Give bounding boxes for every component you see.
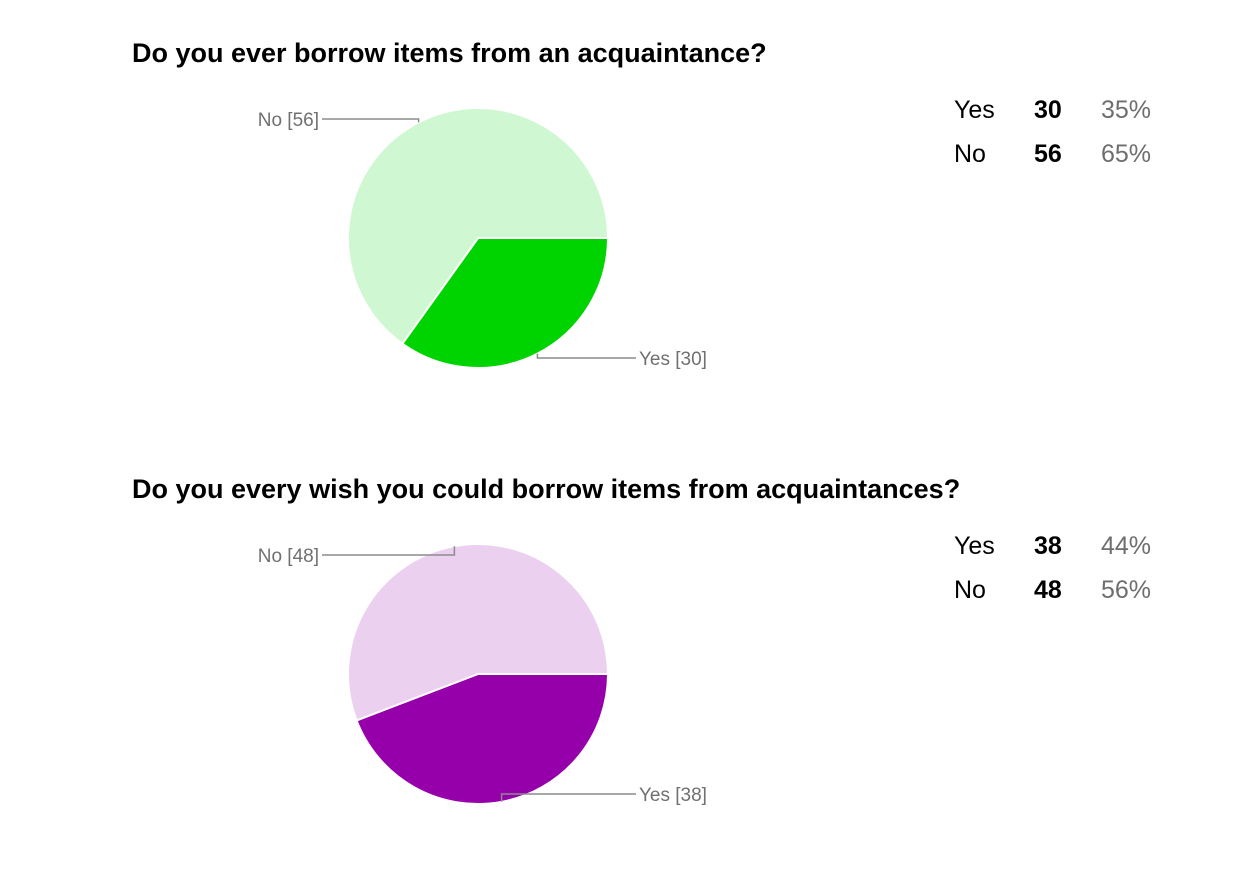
summary-count: 38 xyxy=(1034,531,1062,560)
question-title: Do you ever borrow items from an acquain… xyxy=(132,38,767,68)
slice-label: No [56] xyxy=(258,110,319,131)
callout-line xyxy=(322,118,420,123)
question-1: Do you ever borrow items from an acquain… xyxy=(0,0,1239,435)
summary-table: Yes 30 35% No 56 65% xyxy=(954,88,1151,176)
summary-percent: 35% xyxy=(1101,95,1152,124)
summary-percent: 56% xyxy=(1101,575,1152,604)
pie-slice-no xyxy=(347,543,610,722)
summary-count: 56 xyxy=(1034,139,1062,168)
summary-table: Yes 38 44% No 48 56% xyxy=(954,524,1151,612)
pie-chart-1: Yes [30] No [56] xyxy=(258,107,707,370)
summary-row-yes: Yes 38 44% xyxy=(954,524,1151,568)
summary-count: 30 xyxy=(1034,95,1062,124)
summary-row-yes: Yes 30 35% xyxy=(954,88,1151,132)
callout-line xyxy=(322,546,456,556)
pie-chart-2: Yes [38] No [48] xyxy=(258,543,707,806)
summary-row-no: No 48 56% xyxy=(954,568,1151,612)
summary-label: No xyxy=(954,139,986,168)
summary-label: No xyxy=(954,575,986,604)
summary-label: Yes xyxy=(954,95,995,124)
slice-label: No [48] xyxy=(258,546,319,567)
callout-line xyxy=(536,353,636,359)
summary-label: Yes xyxy=(954,531,995,560)
summary-count: 48 xyxy=(1034,575,1062,604)
summary-percent: 44% xyxy=(1101,531,1152,560)
question-title: Do you every wish you could borrow items… xyxy=(132,474,961,504)
summary-row-no: No 56 65% xyxy=(954,132,1151,176)
pie-slice-yes xyxy=(355,673,610,805)
callout-line xyxy=(500,793,636,802)
summary-percent: 65% xyxy=(1101,139,1152,168)
slice-label: Yes [30] xyxy=(639,349,707,370)
question-2: Do you every wish you could borrow items… xyxy=(0,436,1239,871)
slice-label: Yes [38] xyxy=(639,785,707,806)
